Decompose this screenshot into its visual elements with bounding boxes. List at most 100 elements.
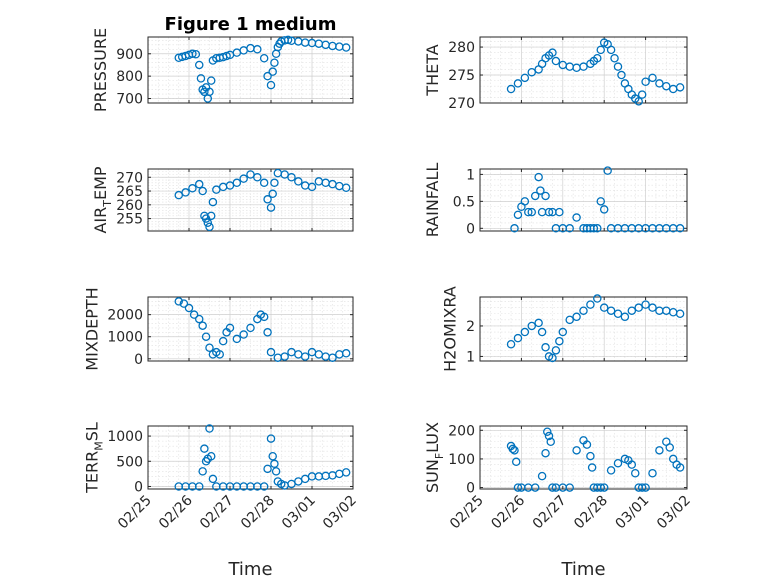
data-point	[582, 440, 592, 449]
data-point	[541, 448, 550, 458]
data-point	[579, 62, 588, 71]
data-point	[589, 224, 599, 233]
data-point	[200, 444, 209, 453]
data-point	[579, 306, 588, 315]
data-point	[675, 83, 685, 92]
data-point	[551, 346, 561, 355]
y-axis-label: PRESSURE	[91, 28, 110, 112]
data-point	[544, 431, 554, 441]
data-point	[263, 195, 272, 204]
y-tick-label: 1000	[107, 429, 143, 445]
data-point	[648, 73, 657, 83]
x-tick-label: 03/01	[613, 493, 653, 533]
data-point	[259, 312, 269, 322]
y-tick-label: 900	[116, 47, 143, 63]
y-tick-label: 700	[116, 92, 143, 108]
data-point	[270, 58, 279, 67]
y-tick-label: 0	[134, 479, 143, 495]
series-pressure	[174, 35, 351, 103]
data-point	[641, 77, 650, 86]
data-point	[627, 306, 637, 315]
axes-frame	[479, 168, 688, 232]
data-point	[280, 352, 289, 361]
data-point	[655, 446, 664, 455]
data-point	[510, 446, 519, 455]
data-point	[537, 327, 547, 337]
data-point	[565, 483, 574, 492]
data-point	[648, 468, 657, 478]
data-point	[513, 210, 523, 220]
data-point	[184, 303, 194, 313]
data-point	[662, 81, 671, 91]
data-point	[246, 323, 255, 333]
data-point	[587, 463, 597, 472]
data-point	[586, 451, 595, 461]
data-point	[548, 48, 557, 57]
axes-theta: 270 275 280 THETA	[423, 36, 688, 112]
data-point	[218, 336, 228, 346]
data-point	[620, 312, 630, 322]
x-tick-label: 02/26	[488, 492, 528, 532]
y-tick-label: 1000	[107, 330, 143, 346]
data-point	[599, 303, 609, 312]
data-point	[287, 173, 296, 182]
series-rainfall	[510, 166, 685, 233]
data-point	[548, 353, 557, 363]
data-point	[675, 463, 685, 472]
data-point	[544, 207, 554, 217]
data-point	[534, 172, 543, 182]
series-sunflux	[506, 427, 685, 492]
data-point	[551, 56, 561, 66]
data-point	[188, 49, 197, 59]
axes-pressure: 700 800 900 PRESSURE Figure 1 medium	[91, 14, 354, 112]
data-point	[191, 49, 201, 59]
data-point	[543, 427, 552, 436]
y-tick-label: 260	[116, 198, 143, 214]
data-point	[506, 339, 516, 349]
y-axis-label: TERRMSL	[83, 422, 106, 494]
x-axis-label: Time	[560, 559, 605, 580]
data-point	[527, 321, 537, 331]
data-point	[200, 87, 209, 97]
data-point	[599, 483, 609, 492]
data-point	[613, 458, 623, 468]
data-point	[283, 35, 293, 45]
axes-frame	[479, 425, 688, 490]
y-tick-label: 100	[448, 452, 475, 468]
data-point	[263, 328, 272, 337]
data-point	[530, 483, 540, 492]
data-point	[572, 446, 581, 455]
data-point	[555, 336, 564, 346]
data-point	[541, 191, 550, 201]
data-point	[341, 43, 351, 52]
x-tick-label: 02/27	[197, 493, 237, 533]
y-tick-label: 280	[448, 40, 475, 56]
axes-background	[479, 168, 688, 232]
data-point	[655, 79, 664, 88]
data-point	[593, 54, 602, 63]
data-point	[513, 483, 523, 492]
data-point	[534, 318, 543, 328]
axes-sunflux: 02/25 02/26 02/27 02/28 03/01 03/02 0 100 200SUN…	[423, 422, 694, 580]
data-point	[558, 327, 568, 337]
data-point	[606, 466, 616, 475]
data-point	[174, 297, 183, 306]
x-tick-label: 02/26	[156, 492, 196, 532]
x-tick-label: 02/28	[571, 493, 611, 533]
y-tick-label: 265	[116, 184, 143, 200]
y-axis-label: THETA	[423, 44, 442, 96]
data-point	[617, 70, 626, 80]
data-point	[259, 482, 269, 491]
data-point	[541, 343, 550, 352]
data-point	[268, 451, 277, 461]
data-point	[268, 189, 277, 199]
data-point	[341, 349, 351, 358]
data-point	[206, 451, 216, 461]
axes-frame	[147, 36, 354, 104]
data-point	[328, 353, 337, 362]
data-point	[179, 299, 189, 308]
data-point	[641, 483, 650, 492]
data-point	[194, 482, 204, 491]
data-point	[675, 224, 685, 233]
data-point	[648, 303, 657, 312]
